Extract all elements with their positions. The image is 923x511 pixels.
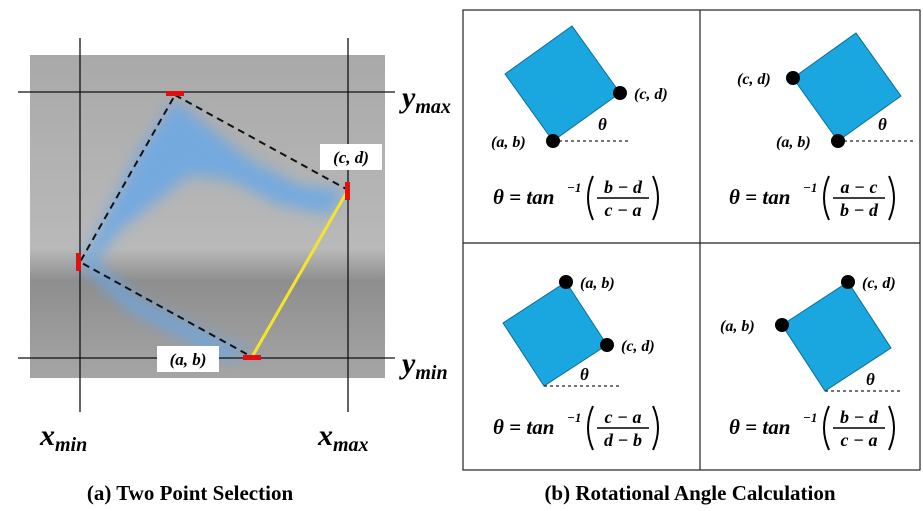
point-label: (c, d) [333, 148, 369, 167]
point-label: (c, d) [862, 275, 896, 292]
paren [889, 406, 894, 450]
angle-label: θ [598, 115, 607, 134]
formula-num: b − d [604, 177, 643, 197]
formula-lhs: θ = tan [729, 185, 790, 209]
formula-den: c − a [841, 430, 878, 450]
point-label: (c, d) [621, 338, 655, 355]
axis-label-base: x [317, 419, 333, 452]
point-label: (c, d) [737, 71, 771, 88]
angle-label: θ [878, 115, 887, 134]
angle-label: θ [866, 370, 875, 389]
axis-label-sub: max [415, 96, 451, 118]
point [559, 275, 573, 289]
paren [824, 176, 829, 220]
caption: (b) Rotational Angle Calculation [544, 481, 835, 505]
formula-exp: −1 [567, 410, 581, 425]
axis-label-base: x [39, 419, 55, 452]
formula-exp: −1 [567, 180, 581, 195]
point [831, 134, 845, 148]
formula-num: c − a [605, 407, 642, 427]
axis-label-sub: max [333, 434, 369, 456]
axis-label: xmin [39, 419, 87, 456]
formula-den: d − b [604, 430, 642, 450]
formula-den: b − d [840, 200, 879, 220]
angle-label: θ [580, 365, 589, 384]
point-label: (c, d) [634, 86, 668, 103]
formula-num: a − c [841, 177, 878, 197]
axis-label-base: y [399, 81, 416, 114]
figure: (c, d) (a, b) ymax ymin xmin xmax (a) Tw… [0, 0, 923, 511]
point [613, 86, 627, 100]
point-label: (a, b) [580, 275, 615, 292]
axis-label-sub: min [55, 434, 87, 456]
axis-label: ymin [399, 347, 448, 384]
paren [588, 406, 593, 450]
axis-label-sub: min [415, 362, 447, 384]
formula-lhs: θ = tan [493, 415, 554, 439]
point-label: (a, b) [776, 134, 811, 151]
point [546, 134, 560, 148]
axis-label: ymax [399, 81, 451, 118]
axis-label: xmax [317, 419, 369, 456]
formula-den: c − a [605, 200, 642, 220]
point-label: (a, b) [170, 350, 207, 369]
point [786, 71, 800, 85]
paren [653, 176, 658, 220]
formula-exp: −1 [803, 410, 817, 425]
paren [889, 176, 894, 220]
point [600, 338, 614, 352]
axis-label-base: y [399, 347, 416, 380]
formula-lhs: θ = tan [493, 185, 554, 209]
paren [653, 406, 658, 450]
paren [824, 406, 829, 450]
caption: (a) Two Point Selection [87, 481, 294, 505]
formula-lhs: θ = tan [729, 415, 790, 439]
square [503, 282, 607, 386]
formula-num: b − d [840, 407, 879, 427]
point-label: (a, b) [491, 134, 526, 151]
point [775, 318, 789, 332]
paren [588, 176, 593, 220]
point [841, 275, 855, 289]
point-label: (a, b) [720, 318, 755, 335]
formula-exp: −1 [803, 180, 817, 195]
